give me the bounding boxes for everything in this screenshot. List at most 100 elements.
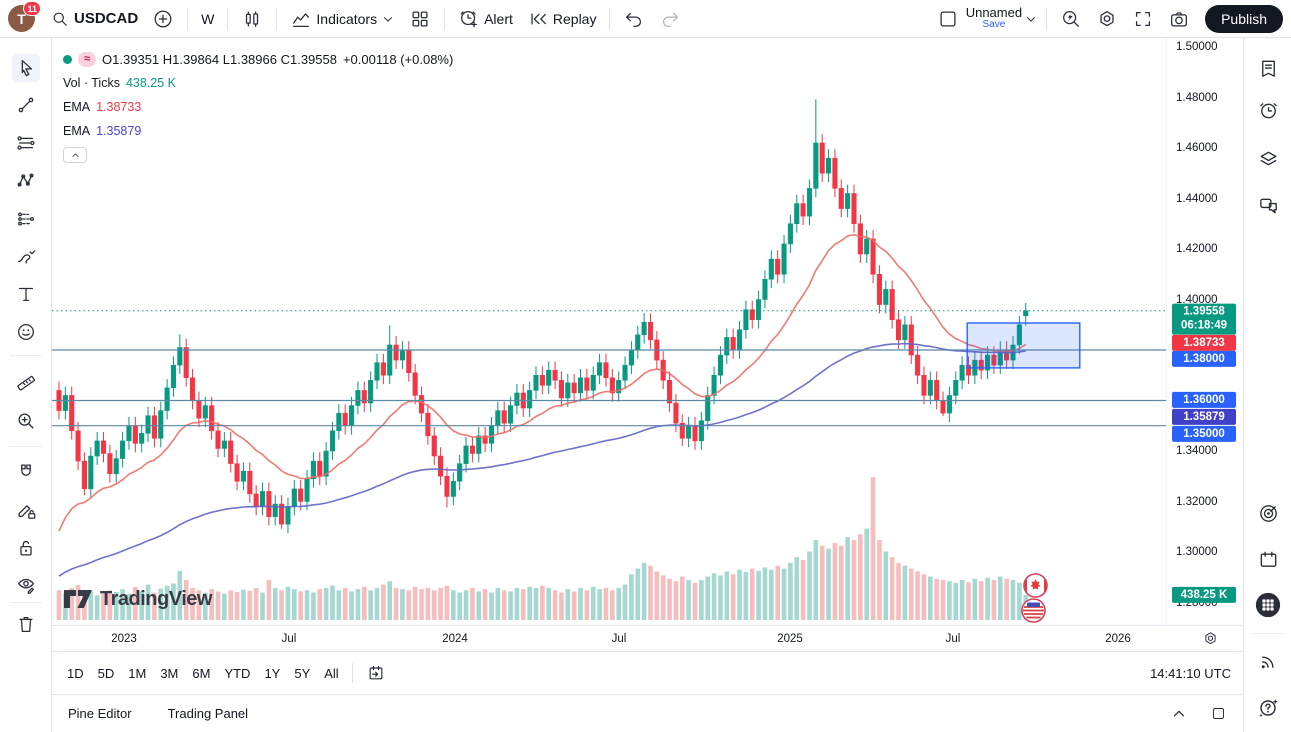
clock-utc[interactable]: 14:41:10 UTC [1150, 665, 1231, 681]
candle-body [762, 279, 768, 300]
avatar[interactable]: T 11 [8, 1, 41, 32]
forecast-tool[interactable] [12, 205, 40, 233]
canada-flag-icon[interactable] [1023, 573, 1048, 603]
hide-drawings-tool[interactable] [12, 571, 40, 599]
range-button-1m[interactable]: 1M [128, 665, 147, 681]
ema-slow-legend-row[interactable]: EMA 1.35879 [63, 119, 453, 143]
time-axis[interactable]: 2023 Jul 2024 Jul 2025 Jul 2026 [52, 625, 1243, 651]
candle-body [425, 412, 431, 437]
right-sidebar [1243, 38, 1291, 732]
last-price-badge: 1.39558 06:18:49 [1172, 303, 1236, 335]
help-button[interactable] [1254, 693, 1282, 721]
rectangle-drawing[interactable] [966, 322, 1081, 369]
price-tick-label: 1.34000 [1176, 445, 1218, 457]
candle-body [787, 223, 793, 245]
fullscreen-button[interactable] [1125, 5, 1161, 33]
remove-drawings-tool[interactable] [12, 610, 40, 638]
range-button-5y[interactable]: 5Y [294, 665, 311, 681]
maximize-panel-button[interactable] [1210, 705, 1227, 722]
legend-collapse-button[interactable] [63, 147, 87, 163]
undo-button[interactable] [616, 5, 652, 33]
ema-slow-line[interactable] [58, 342, 1026, 577]
range-button-all[interactable]: All [324, 665, 339, 681]
indicators-button[interactable]: Indicators [283, 5, 402, 33]
candle-style-button[interactable] [234, 5, 270, 33]
add-symbol-button[interactable] [145, 5, 181, 33]
xabcd-pattern-tool[interactable] [12, 167, 40, 195]
volume-bar [139, 591, 144, 620]
chart-pane[interactable]: ≈ O1.39351 H1.39864 L1.38966 C1.39558 +0… [52, 38, 1166, 625]
save-layout-button[interactable] [930, 5, 966, 33]
save-link[interactable]: Save [982, 19, 1006, 31]
volume-legend-row[interactable]: Vol · Ticks 438.25 K [63, 71, 453, 95]
lock-all-drawings-tool[interactable] [12, 534, 40, 562]
quick-search-button[interactable] [1053, 5, 1089, 33]
range-button-1d[interactable]: 1D [67, 665, 84, 681]
range-button-ytd[interactable]: YTD [224, 665, 251, 681]
all-apps-button[interactable] [1254, 591, 1282, 619]
replay-button[interactable]: Replay [520, 5, 604, 33]
magnet-tool[interactable] [12, 458, 40, 486]
ema-fast-legend-row[interactable]: EMA 1.38733 [63, 95, 453, 119]
text-tool[interactable] [12, 280, 40, 308]
expand-panel-button[interactable] [1170, 705, 1188, 723]
economic-calendar-button[interactable] [1254, 545, 1282, 573]
volume-bar [292, 589, 297, 620]
redo-button[interactable] [652, 5, 688, 33]
object-tree-button[interactable] [1254, 144, 1282, 172]
trend-line-tool[interactable] [12, 91, 40, 119]
range-button-3m[interactable]: 3M [160, 665, 179, 681]
ema-fast-line[interactable] [58, 233, 1027, 532]
range-button-6m[interactable]: 6M [192, 665, 211, 681]
symbol-legend-row[interactable]: ≈ O1.39351 H1.39864 L1.38966 C1.39558 +0… [63, 47, 453, 71]
layout-dropdown-button[interactable] [1022, 9, 1040, 29]
axis-settings-icon[interactable] [1202, 630, 1219, 647]
volume-bar [368, 590, 373, 620]
us-flag-icon[interactable] [1021, 598, 1046, 625]
range-button-1y[interactable]: 1Y [264, 665, 281, 681]
volume-bar [667, 578, 672, 620]
go-to-date-button[interactable] [359, 659, 393, 687]
pine-editor-tab[interactable]: Pine Editor [68, 706, 132, 721]
brush-tool[interactable] [12, 242, 40, 270]
volume-bar [622, 584, 628, 620]
candle-body [736, 329, 743, 351]
fib-retracement-tool[interactable] [12, 129, 40, 157]
streams-button[interactable] [1254, 647, 1282, 675]
candle-body [495, 410, 501, 427]
chat-button[interactable] [1254, 191, 1282, 219]
snapshot-button[interactable] [1161, 5, 1197, 33]
layout-grid-button[interactable] [402, 5, 438, 33]
candle-body [597, 362, 603, 376]
delayed-data-badge[interactable]: ≈ [78, 51, 97, 67]
volume-bar [451, 590, 456, 620]
publish-button[interactable]: Publish [1205, 4, 1283, 33]
volume-bar [202, 592, 208, 620]
candle-body [75, 430, 81, 462]
candle-body [539, 375, 545, 386]
range-button-5d[interactable]: 5D [97, 665, 115, 681]
candlestick-chart[interactable] [52, 38, 1166, 625]
watchlist-button[interactable] [1254, 54, 1282, 82]
symbol-search-button[interactable]: USDCAD [43, 6, 145, 32]
candle-body [234, 463, 240, 482]
volume-bar [718, 575, 723, 620]
drawing-mode-tool[interactable] [12, 496, 40, 524]
alert-button[interactable]: Alert [451, 5, 520, 33]
volume-bar [158, 588, 164, 620]
emoji-tool[interactable] [12, 318, 40, 346]
cursor-tool[interactable] [12, 54, 40, 82]
volume-bar [679, 576, 685, 620]
hotlists-button[interactable] [1254, 499, 1282, 527]
measure-tool[interactable] [12, 369, 40, 397]
price-axis[interactable]: 1.50000 1.48000 1.46000 1.44000 1.42000 1.400… [1166, 38, 1243, 625]
layout-name-menu[interactable]: Unnamed Save [966, 6, 1022, 30]
trading-panel-tab[interactable]: Trading Panel [167, 706, 249, 721]
candle-body [457, 463, 463, 482]
interval-button[interactable]: W [194, 8, 221, 30]
chart-settings-button[interactable] [1089, 5, 1125, 33]
zoom-in-tool[interactable] [12, 407, 40, 435]
alerts-panel-button[interactable] [1254, 96, 1282, 124]
volume-bar [145, 584, 151, 620]
market-status-dot[interactable] [63, 54, 72, 64]
